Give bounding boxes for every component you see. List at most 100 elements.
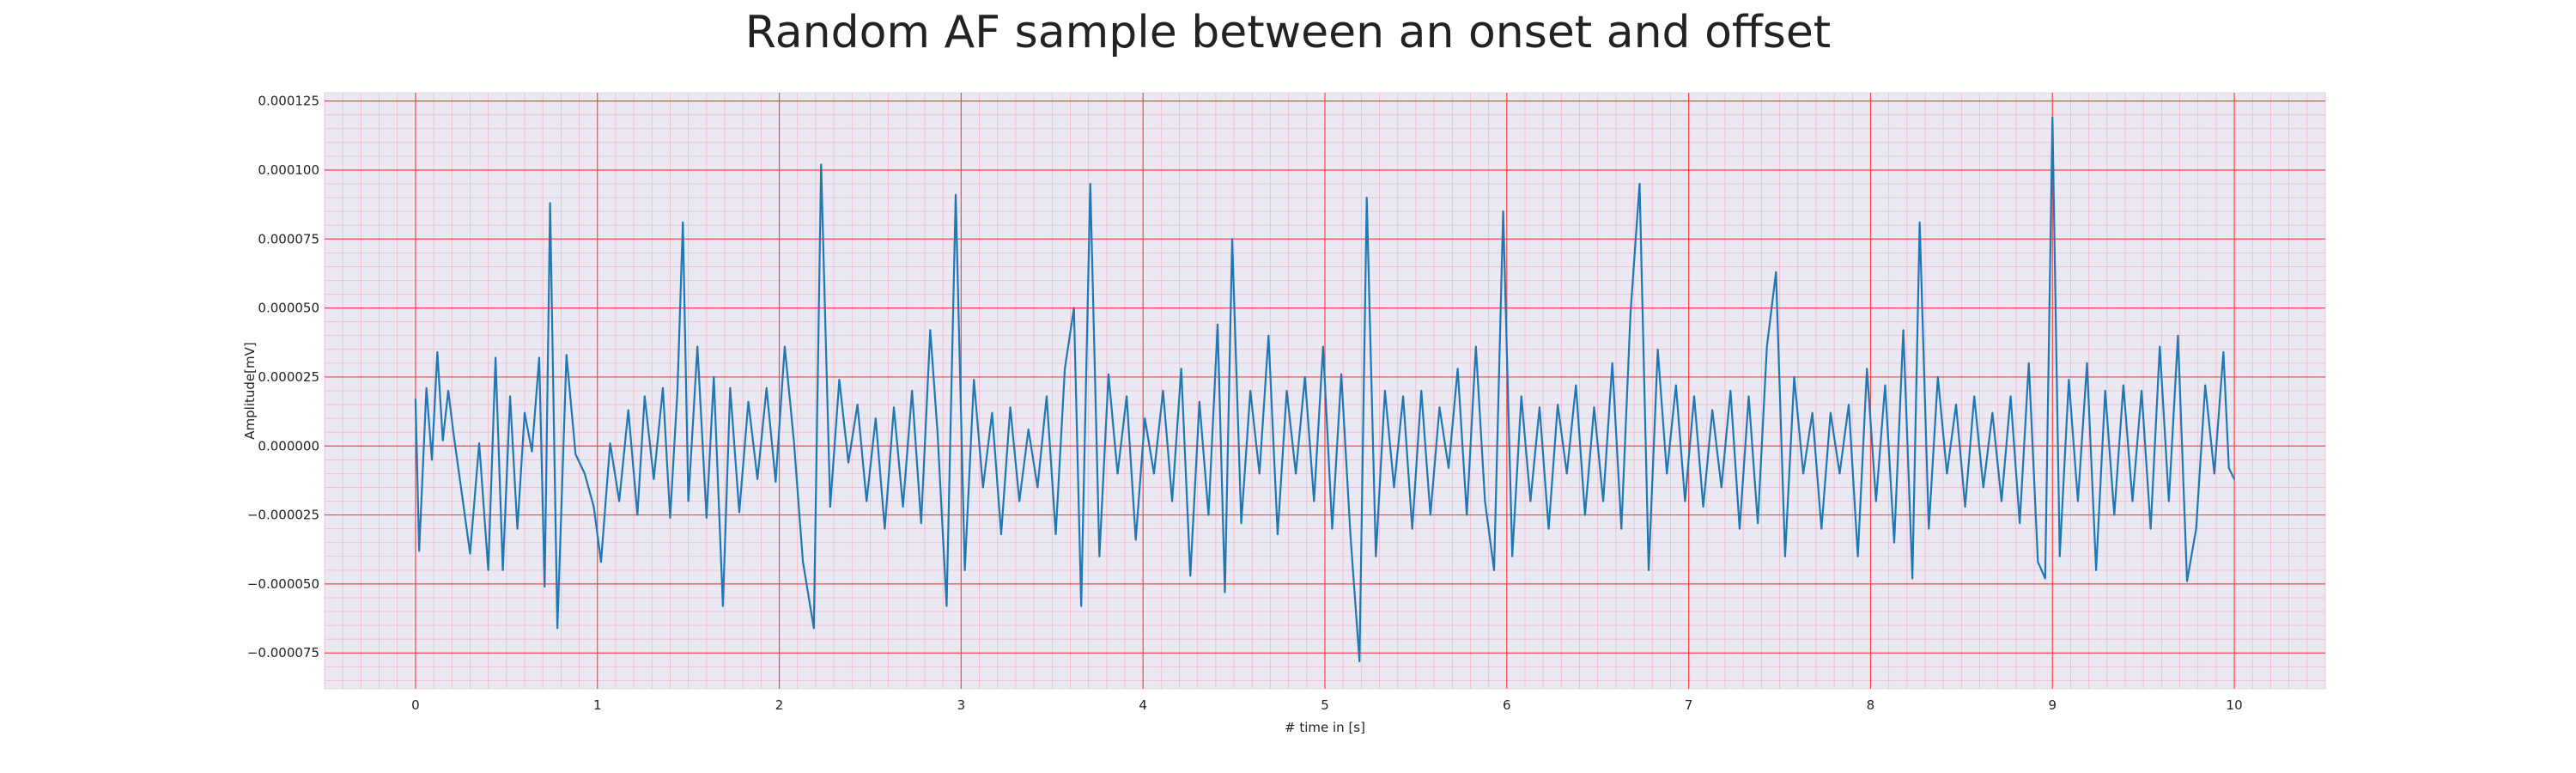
data-point — [1529, 500, 1532, 502]
data-point — [1946, 472, 1948, 475]
data-point — [1928, 527, 1930, 530]
data-point — [1249, 390, 1252, 392]
data-point — [838, 379, 841, 381]
data-point — [1893, 541, 1895, 544]
data-point — [829, 506, 831, 508]
data-point — [2177, 334, 2179, 337]
data-point — [884, 527, 886, 530]
data-point — [945, 605, 948, 607]
data-point — [453, 434, 455, 436]
data-point — [920, 522, 922, 525]
data-point — [1240, 522, 1242, 525]
data-point — [509, 395, 511, 398]
data-point — [2051, 117, 2054, 119]
data-point — [431, 459, 433, 461]
data-point — [713, 376, 715, 378]
data-point — [627, 409, 629, 411]
y-axis-ticks: −0.000075 −0.000050 −0.000025 0.000000 0.000… — [247, 94, 319, 661]
data-point — [1018, 500, 1021, 502]
data-point — [669, 516, 671, 519]
data-point — [2113, 514, 2116, 516]
data-point — [1964, 506, 1966, 508]
data-point — [549, 202, 551, 204]
data-point — [1331, 527, 1334, 530]
data-point — [1411, 527, 1413, 530]
y-axis-label: Amplitude[mV] — [242, 342, 258, 439]
data-point — [991, 411, 993, 414]
data-point — [1829, 411, 1832, 414]
data-point — [973, 379, 975, 381]
data-point — [1557, 404, 1559, 405]
data-point — [1231, 238, 1233, 240]
data-point — [1036, 486, 1039, 489]
data-point — [721, 605, 724, 607]
data-point — [2044, 577, 2046, 580]
data-point — [1973, 395, 1976, 398]
data-point — [441, 439, 444, 441]
data-point — [738, 511, 740, 514]
data-point — [2204, 384, 2207, 386]
data-point — [1991, 411, 1994, 414]
y-tick-label: 0.000125 — [258, 94, 319, 109]
data-point — [747, 400, 750, 403]
data-point — [2077, 500, 2079, 502]
data-point — [1456, 368, 1459, 370]
data-point — [1757, 522, 1759, 525]
data-point — [487, 569, 489, 571]
data-point — [1420, 390, 1423, 392]
data-point — [1565, 472, 1568, 475]
data-point — [418, 550, 421, 552]
data-point — [1584, 514, 1586, 516]
major-grid — [325, 93, 2325, 689]
data-point — [2068, 379, 2070, 381]
data-point — [2001, 500, 2002, 502]
data-point — [1629, 313, 1631, 314]
data-point — [729, 386, 732, 389]
data-point — [574, 453, 577, 455]
x-tick-label: 4 — [1139, 697, 1147, 713]
data-point — [1054, 533, 1057, 535]
x-tick-label: 5 — [1321, 697, 1329, 713]
data-point — [1547, 527, 1550, 530]
y-tick-label: 0.000025 — [258, 369, 319, 385]
data-point — [436, 351, 439, 353]
data-point — [1474, 345, 1477, 348]
data-point — [1126, 395, 1128, 398]
data-point — [1666, 472, 1668, 475]
data-point — [2159, 345, 2161, 348]
data-point — [1393, 486, 1395, 489]
data-point — [1189, 575, 1192, 577]
data-point — [2167, 500, 2170, 502]
y-tick-label: 0.000100 — [258, 162, 319, 178]
data-point — [677, 390, 678, 392]
data-point — [802, 561, 804, 563]
data-point — [1402, 395, 1404, 398]
data-point — [1180, 368, 1182, 370]
data-point — [1720, 486, 1722, 489]
data-point — [1064, 368, 1066, 370]
data-point — [1684, 500, 1686, 502]
data-point — [1739, 527, 1741, 530]
data-point — [929, 329, 932, 332]
data-point — [1765, 345, 1768, 348]
data-point — [524, 411, 526, 414]
data-point — [955, 193, 957, 196]
chart-title: Random AF sample between an onset and of… — [744, 7, 1832, 58]
data-point — [1936, 376, 1939, 378]
data-point — [531, 450, 533, 453]
data-point — [425, 386, 428, 389]
data-point — [1466, 514, 1468, 516]
x-tick-label: 0 — [411, 697, 420, 713]
y-tick-label: −0.000075 — [247, 645, 319, 660]
data-point — [911, 390, 914, 392]
data-point — [1098, 555, 1101, 557]
data-point — [544, 586, 546, 588]
data-point — [775, 481, 777, 483]
data-point — [1539, 406, 1540, 409]
data-point — [1438, 406, 1441, 409]
data-point — [1729, 390, 1732, 392]
data-point — [1134, 539, 1137, 541]
data-point — [584, 472, 586, 475]
data-point — [592, 506, 595, 508]
